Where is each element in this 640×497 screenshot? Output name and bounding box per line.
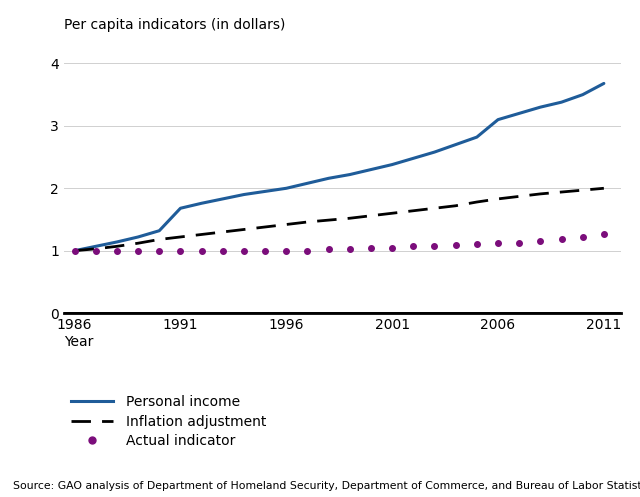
Text: Per capita indicators (in dollars): Per capita indicators (in dollars): [64, 18, 285, 32]
Legend: Personal income, Inflation adjustment, Actual indicator: Personal income, Inflation adjustment, A…: [71, 395, 267, 448]
Text: Year: Year: [64, 335, 93, 349]
Text: Source: GAO analysis of Department of Homeland Security, Department of Commerce,: Source: GAO analysis of Department of Ho…: [13, 481, 640, 491]
